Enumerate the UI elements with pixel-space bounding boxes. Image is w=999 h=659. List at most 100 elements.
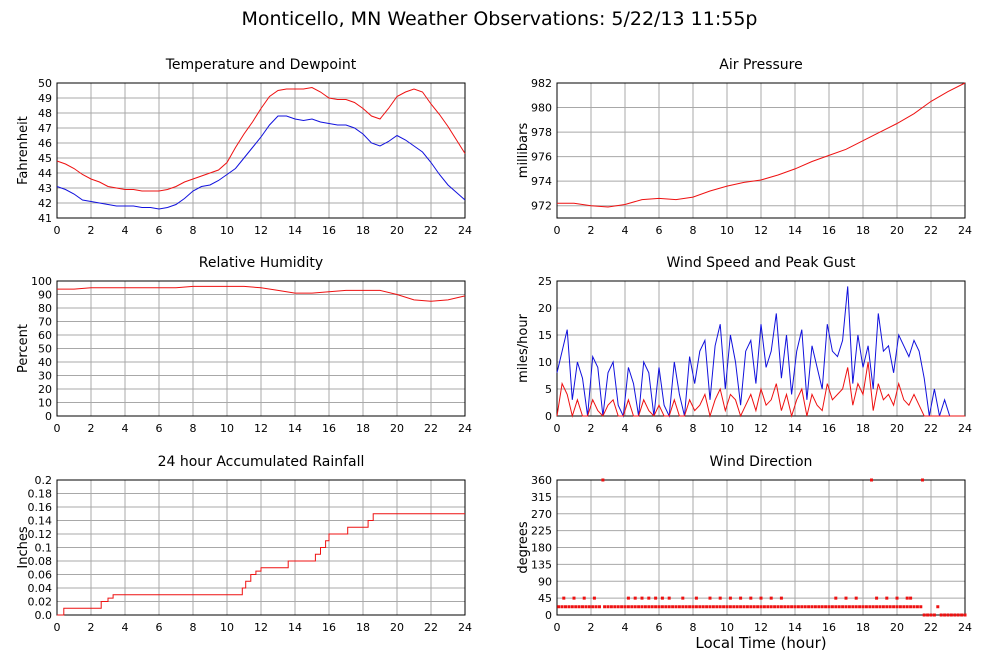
temp-xtick-label: 24 [458,224,472,237]
rain-ytick-label: 0.1 [35,542,53,555]
direction-point [769,605,773,609]
wind-title: Wind Speed and Peak Gust [667,255,856,271]
pressure-xtick-label: 8 [690,224,697,237]
direction-point [892,605,896,609]
direction-point [800,605,804,609]
direction-point [647,596,651,600]
pressure-xtick-label: 24 [958,224,972,237]
temp-ytick-label: 48 [38,107,52,120]
pressure-ylabel: millibars [516,123,531,179]
wind-xtick-label: 22 [924,422,938,435]
direction-point [834,605,838,609]
pressure-xtick-label: 18 [856,224,870,237]
wind-xtick-label: 4 [622,422,629,435]
direction-point [854,605,858,609]
pressure-ytick-label: 978 [531,126,552,139]
humidity-xtick-label: 10 [220,422,234,435]
direction-point [594,605,598,609]
direction-ytick-label: 180 [531,542,552,555]
direction-point [694,605,698,609]
wind-xtick-label: 8 [690,422,697,435]
direction-point [691,605,695,609]
direction-point [728,605,732,609]
wind-ytick-label: 10 [538,356,552,369]
rain-ytick-label: 0.16 [28,501,53,514]
rain-ytick-label: 0.18 [28,488,53,501]
pressure-xtick-label: 14 [788,224,802,237]
direction-point [609,605,613,609]
direction-point [854,596,858,600]
direction-point [953,613,957,617]
direction-point [864,605,868,609]
pressure-title: Air Pressure [719,57,802,73]
direction-point [875,596,879,600]
direction-point [841,605,845,609]
direction-point [708,605,712,609]
humidity-xtick-label: 18 [356,422,370,435]
pressure-ytick-label: 980 [531,102,552,115]
direction-point [851,605,855,609]
direction-xtick-label: 0 [554,621,561,634]
temp-xtick-label: 10 [220,224,234,237]
direction-point [946,613,950,617]
direction-ytick-label: 315 [531,491,552,504]
direction-xtick-label: 10 [720,621,734,634]
direction-point [943,613,947,617]
direction-point [878,605,882,609]
direction-point [633,596,637,600]
humidity-xtick-label: 24 [458,422,472,435]
direction-point [654,596,658,600]
direction-point [949,613,953,617]
direction-point [793,605,797,609]
direction-point [718,605,722,609]
direction-point [613,605,617,609]
wind-ytick-label: 25 [538,275,552,288]
direction-point [715,605,719,609]
direction-point [567,605,571,609]
temp-ytick-label: 46 [38,137,52,150]
direction-point [667,596,671,600]
temp-xtick-label: 0 [54,224,61,237]
direction-point [858,605,862,609]
direction-point [701,605,705,609]
direction-point [684,605,688,609]
temp-ytick-label: 49 [38,92,52,105]
direction-point [796,605,800,609]
direction-frame [556,479,966,616]
humidity-ytick-label: 70 [38,316,52,329]
humidity-xtick-label: 14 [288,422,302,435]
direction-point [905,605,909,609]
rain-ytick-label: 0.0 [35,609,53,622]
direction-point [660,605,664,609]
direction-point [584,605,588,609]
direction-point [769,596,773,600]
direction-point [820,605,824,609]
direction-point [577,605,581,609]
direction-point [630,605,634,609]
direction-point [647,605,651,609]
direction-point [921,478,924,482]
direction-point [718,596,722,600]
direction-point [861,605,865,609]
humidity-xtick-label: 22 [424,422,438,435]
rain-ylabel: Inches [16,526,31,568]
direction-point [728,596,732,600]
direction-xtick-label: 18 [856,621,870,634]
pressure-ytick-label: 974 [531,175,552,188]
rain-frame [56,479,466,616]
direction-xtick-label: 22 [924,621,938,634]
direction-point [620,605,624,609]
temp-xtick-label: 12 [254,224,268,237]
temp-xtick-label: 16 [322,224,336,237]
direction-point [698,605,702,609]
wind-series-line-0 [556,286,965,418]
direction-ylabel: degrees [516,521,531,574]
temp-ytick-label: 42 [38,197,52,210]
humidity-xtick-label: 4 [122,422,129,435]
temp-ylabel: Fahrenheit [16,116,31,185]
temp-xtick-label: 2 [88,224,95,237]
temp-xtick-label: 18 [356,224,370,237]
temp-ytick-label: 41 [38,212,52,225]
